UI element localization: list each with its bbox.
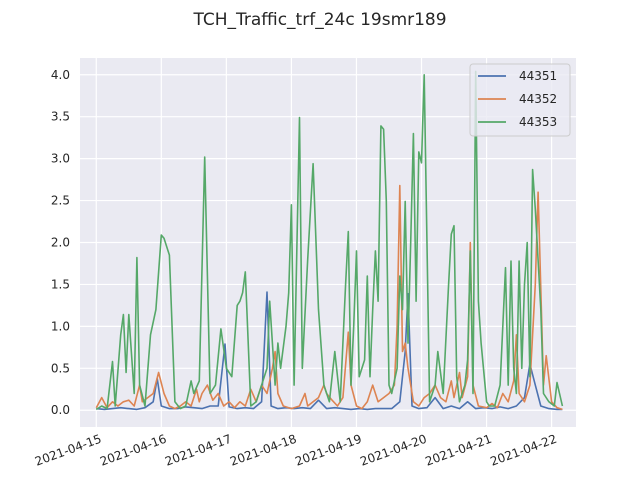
y-tick-label: 3.5 <box>51 110 70 124</box>
y-tick-label: 0.0 <box>51 403 70 417</box>
x-tick-label: 2021-04-15 <box>33 432 103 469</box>
y-tick-label: 4.0 <box>51 68 70 82</box>
series-line-44353 <box>95 70 564 411</box>
y-tick-label: 2.0 <box>51 236 70 250</box>
x-tick-label: 2021-04-20 <box>358 432 428 469</box>
x-tick-label: 2021-04-17 <box>163 432 233 469</box>
series-lines <box>95 70 564 411</box>
x-tick-label: 2021-04-21 <box>423 432 493 469</box>
legend-label-44351: 44351 <box>519 69 557 83</box>
y-tick-label: 1.0 <box>51 319 70 333</box>
y-tick-label: 2.5 <box>51 194 70 208</box>
legend-label-44353: 44353 <box>519 115 557 129</box>
legend: 44351 44352 44353 <box>469 63 571 137</box>
x-tick-label: 2021-04-19 <box>293 432 363 469</box>
x-tick-label: 2021-04-16 <box>98 432 168 469</box>
y-axis: 0.0 0.5 1.0 1.5 2.0 2.5 3.0 3.5 4.0 <box>51 68 70 417</box>
chart-title: TCH_Traffic_trf_24c 19smr189 <box>192 10 446 30</box>
x-axis: 2021-04-152021-04-162021-04-172021-04-18… <box>33 432 559 469</box>
y-tick-label: 1.5 <box>51 277 70 291</box>
x-tick-label: 2021-04-22 <box>488 432 558 469</box>
x-tick-label: 2021-04-18 <box>228 432 298 469</box>
legend-box <box>469 63 571 137</box>
y-tick-label: 3.0 <box>51 152 70 166</box>
legend-label-44352: 44352 <box>519 92 557 106</box>
y-tick-label: 0.5 <box>51 361 70 375</box>
